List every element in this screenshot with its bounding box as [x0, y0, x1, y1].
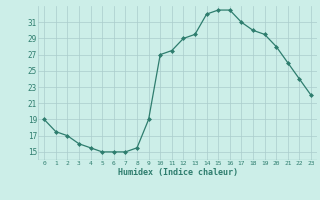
- X-axis label: Humidex (Indice chaleur): Humidex (Indice chaleur): [118, 168, 238, 177]
